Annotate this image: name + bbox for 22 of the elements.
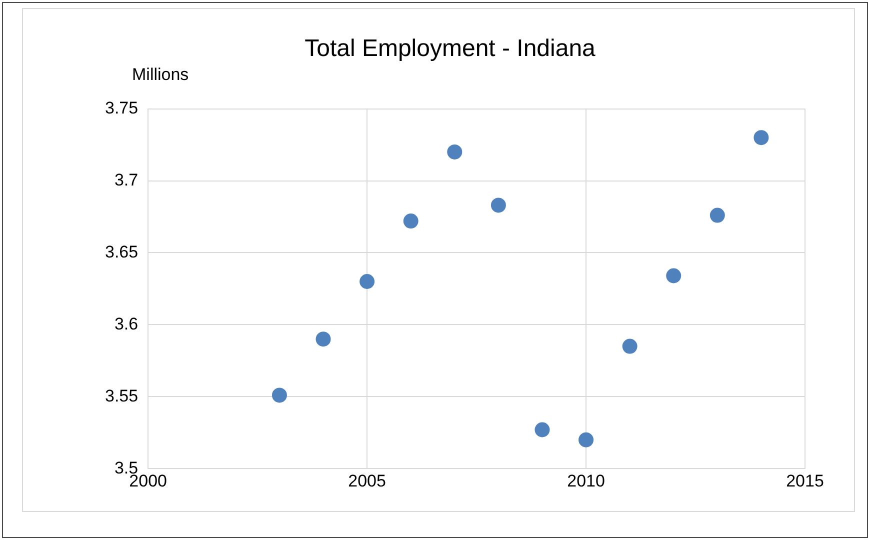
- x-tick-label: 2005: [348, 471, 386, 490]
- y-tick-label: 3.6: [114, 314, 138, 334]
- point: [447, 144, 462, 160]
- y-axis-title: Millions: [132, 65, 189, 84]
- y-tick-label: 3.55: [104, 386, 138, 406]
- point: [316, 332, 331, 347]
- y-tick-label: 3.7: [114, 170, 138, 190]
- point: [622, 338, 638, 354]
- point: [578, 432, 594, 448]
- y-tick-label: 3.75: [104, 98, 138, 118]
- x-tick-label: 2010: [567, 471, 605, 490]
- point: [710, 208, 725, 223]
- chart-title: Total Employment - Indiana: [304, 35, 596, 62]
- point: [272, 388, 287, 403]
- point: [754, 130, 769, 146]
- y-tick-label: 3.65: [104, 242, 138, 262]
- point: [534, 422, 550, 438]
- point: [360, 274, 375, 290]
- point: [666, 268, 682, 284]
- x-tick-label: 2015: [786, 471, 824, 490]
- point: [403, 214, 418, 229]
- point: [490, 198, 506, 213]
